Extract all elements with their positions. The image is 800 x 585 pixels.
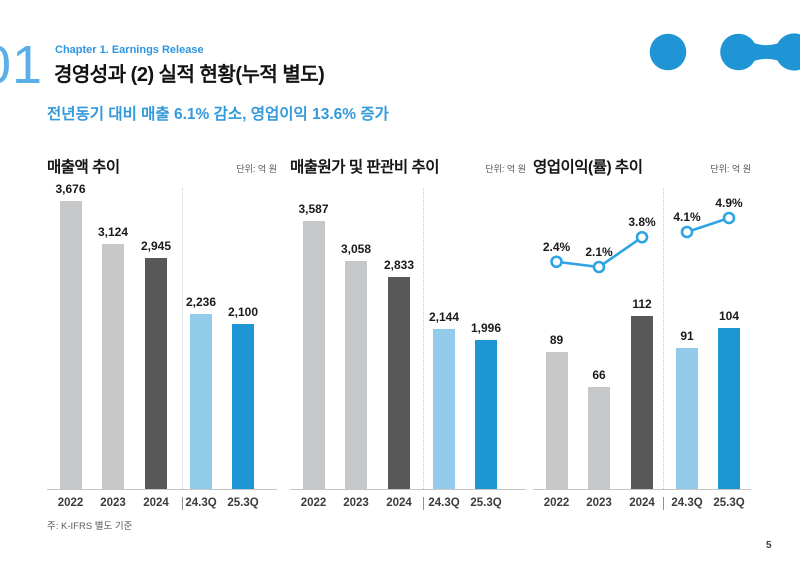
chart-cost-sga-trend: 매출원가 및 판관비 추이 단위: 억 원 3,587 3,058 2,833 2,1… xyxy=(290,155,526,510)
line-marker-icon xyxy=(550,255,563,269)
logo-dot-icon xyxy=(649,33,687,71)
bar-24.3Q xyxy=(190,314,212,489)
chart-header: 매출액 추이 단위: 억 원 xyxy=(47,155,277,177)
bar-value-label: 3,124 xyxy=(97,225,129,239)
x-axis-label: 2023 xyxy=(100,497,126,509)
chart-header: 영업이익(률) 추이 단위: 억 원 xyxy=(533,155,751,177)
logo-dumbbell-neck-icon xyxy=(749,41,783,63)
page-number: 5 xyxy=(766,540,772,551)
bar-25.3Q xyxy=(475,340,497,489)
x-axis-separator xyxy=(423,497,424,510)
x-axis: 2022 2023 2024 24.3Q 25.3Q xyxy=(533,496,751,512)
x-axis-label: 24.3Q xyxy=(671,497,703,509)
bar-2023 xyxy=(345,261,367,489)
x-axis-label: 2022 xyxy=(300,497,327,509)
chart-title: 매출액 추이 xyxy=(47,159,120,176)
x-axis-separator xyxy=(182,497,183,510)
line-point-label: 2.4% xyxy=(542,239,571,254)
bar-value-label: 89 xyxy=(549,333,564,347)
x-axis: 2022 2023 2024 24.3Q 25.3Q xyxy=(290,496,526,512)
plot-area: 3,676 3,124 2,945 2,236 2,100 xyxy=(47,182,277,490)
bar-25.3Q xyxy=(718,328,740,489)
x-axis-label: 2022 xyxy=(543,497,570,509)
x-axis-label: 25.3Q xyxy=(227,497,259,509)
chart-title: 매출원가 및 판관비 추이 xyxy=(290,159,440,176)
x-axis-label: 2023 xyxy=(586,497,612,509)
bar-value-label: 112 xyxy=(632,297,652,311)
bar-2022 xyxy=(302,221,325,489)
bar-value-label: 2,236 xyxy=(185,295,217,309)
x-axis-label: 24.3Q xyxy=(428,497,460,509)
bar-value-label: 3,676 xyxy=(55,182,86,196)
bar-value-label: 91 xyxy=(680,329,694,343)
bar-value-label: 2,945 xyxy=(140,239,172,253)
logo-dumbbell-left-icon xyxy=(720,33,757,71)
chart-unit-label: 단위: 억 원 xyxy=(236,164,277,174)
bar-2022 xyxy=(59,201,82,489)
period-divider-line xyxy=(423,188,424,489)
line-marker-icon xyxy=(722,211,736,225)
bar-value-label: 66 xyxy=(592,368,606,382)
x-axis-label: 2024 xyxy=(143,497,169,509)
x-axis-label: 25.3Q xyxy=(713,497,745,509)
bar-value-label: 3,058 xyxy=(340,242,372,256)
line-segment xyxy=(686,216,730,234)
bar-2022 xyxy=(545,352,568,489)
bar-2023 xyxy=(588,387,610,489)
line-point-label: 3.8% xyxy=(628,215,656,230)
line-point-label: 4.9% xyxy=(715,196,743,210)
chart-header: 매출원가 및 판관비 추이 단위: 억 원 xyxy=(290,155,526,177)
plot-area: 89 66 112 91 104 2.4% 2.1% 3.8% 4.1% 4.9% xyxy=(533,185,751,490)
x-axis-label: 2022 xyxy=(57,497,84,509)
operating-margin-line xyxy=(550,211,736,274)
x-axis-label: 2024 xyxy=(629,497,655,509)
chart-unit-label: 단위: 억 원 xyxy=(710,164,751,174)
bar-value-label: 2,100 xyxy=(227,305,259,319)
chart-operating-profit-trend: 영업이익(률) 추이 단위: 억 원 89 66 112 91 104 2.4% 2.1% 3… xyxy=(533,155,751,510)
plot-area: 3,587 3,058 2,833 2,144 1,996 xyxy=(290,185,526,490)
x-axis-label: 25.3Q xyxy=(470,497,502,509)
bar-2024 xyxy=(145,258,167,489)
company-logo-icon xyxy=(649,33,800,71)
x-axis-separator xyxy=(663,497,664,510)
chapter-number: 01 xyxy=(0,35,44,95)
chart-title: 영업이익(률) 추이 xyxy=(533,159,643,176)
period-divider-line xyxy=(663,188,664,489)
chart-unit-label: 단위: 억 원 xyxy=(485,164,526,174)
bar-value-label: 3,587 xyxy=(298,202,329,216)
bar-24.3Q xyxy=(433,329,455,489)
line-point-label: 2.1% xyxy=(585,245,613,259)
line-marker-icon xyxy=(680,225,694,239)
chapter-label: Chapter 1. Earnings Release xyxy=(55,44,204,56)
bar-value-label: 2,833 xyxy=(383,258,415,272)
line-marker-icon xyxy=(592,260,606,274)
line-point-label: 4.1% xyxy=(673,210,701,224)
x-axis-label: 2024 xyxy=(386,497,412,509)
bar-value-label: 2,144 xyxy=(428,310,460,324)
chart-revenue-trend: 매출액 추이 단위: 억 원 3,676 3,124 2,945 2,236 2,100… xyxy=(47,155,277,510)
footnote: 주: K-IFRS 별도 기준 xyxy=(47,521,133,532)
page-subtitle: 전년동기 대비 매출 6.1% 감소, 영업이익 13.6% 증가 xyxy=(47,106,389,123)
bar-value-label: 1,996 xyxy=(470,321,502,335)
bar-24.3Q xyxy=(676,348,698,489)
bar-value-label: 104 xyxy=(718,309,740,323)
bar-2023 xyxy=(102,244,124,489)
bar-2024 xyxy=(388,277,410,489)
x-axis-label: 24.3Q xyxy=(185,497,217,509)
bar-2024 xyxy=(631,316,653,489)
x-axis: 2022 2023 2024 24.3Q 25.3Q xyxy=(47,496,277,512)
x-axis-label: 2023 xyxy=(343,497,369,509)
page-title: 경영성과 (2) 실적 현황(누적 별도) xyxy=(54,64,325,86)
period-divider-line xyxy=(182,188,183,489)
line-marker-icon xyxy=(635,230,649,244)
bar-25.3Q xyxy=(232,324,254,489)
